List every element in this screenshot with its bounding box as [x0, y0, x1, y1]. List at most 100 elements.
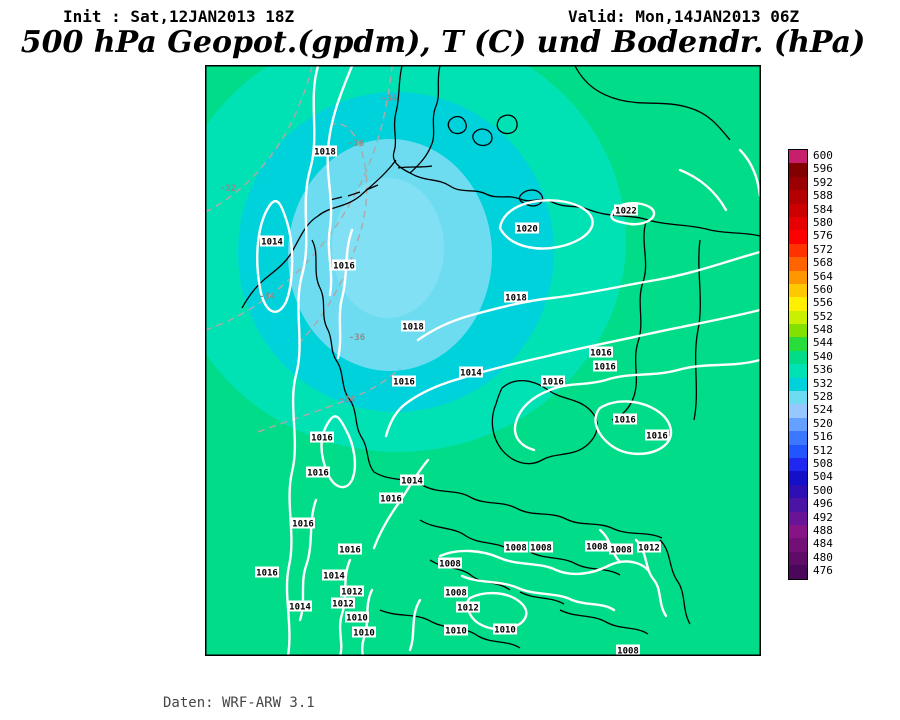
pressure-label: 1008: [504, 541, 528, 554]
colorbar-value: 504: [813, 470, 833, 484]
svg-text:1010: 1010: [353, 629, 375, 639]
colorbar: 600 596 592 588 584 580 576 572 568 564 560 556 552 5…: [788, 149, 833, 580]
svg-text:1008: 1008: [445, 589, 467, 599]
colorbar-swatch: [789, 417, 807, 432]
colorbar-value: 528: [813, 390, 833, 404]
colorbar-swatch: [789, 364, 807, 378]
pressure-label: 1014: [459, 366, 483, 379]
pressure-label: 1008: [438, 557, 462, 570]
init-time-label: Init : Sat,12JAN2013 18Z: [63, 7, 295, 26]
colorbar-swatch: [789, 257, 807, 271]
svg-text:1016: 1016: [646, 432, 668, 442]
colorbar-value: 520: [813, 416, 833, 430]
pressure-label: 1016: [291, 517, 315, 530]
colorbar-value: 516: [813, 430, 833, 444]
pressure-label: 1016: [613, 413, 637, 426]
map-panel: 1018 1022 1020 1014 1016 1018 1018 1016 1016 1014…: [205, 65, 761, 656]
valid-time-label: Valid: Mon,14JAN2013 06Z: [568, 7, 800, 26]
colorbar-value: 580: [813, 215, 833, 229]
country-borders: [241, 65, 761, 649]
pressure-label: 1012: [637, 541, 661, 554]
colorbar-value: 548: [813, 323, 833, 337]
pressure-label: 1014: [400, 474, 424, 487]
fill-regions-group: [205, 65, 626, 452]
colorbar-value: 572: [813, 242, 833, 256]
colorbar-swatch: [789, 457, 807, 472]
colorbar-swatch: [789, 524, 807, 539]
colorbar-value: 544: [813, 336, 833, 350]
colorbar-value: 556: [813, 296, 833, 310]
svg-text:1014: 1014: [261, 238, 283, 248]
colorbar-swatch-column: [788, 149, 808, 580]
colorbar-swatch: [789, 498, 807, 512]
pressure-label: 1010: [493, 623, 517, 636]
pressure-label: 1016: [589, 346, 613, 359]
colorbar-value: 480: [813, 550, 833, 564]
colorbar-swatch: [789, 565, 807, 579]
svg-text:1010: 1010: [445, 627, 467, 637]
colorbar-value: 584: [813, 202, 833, 216]
colorbar-value: 568: [813, 256, 833, 270]
colorbar-swatch: [789, 243, 807, 258]
svg-text:1016: 1016: [333, 262, 355, 272]
svg-text:1018: 1018: [505, 294, 527, 304]
pressure-label: 1018: [401, 320, 425, 333]
colorbar-swatch: [789, 203, 807, 217]
colorbar-value: 588: [813, 189, 833, 203]
colorbar-value: 484: [813, 537, 833, 551]
svg-text:1016: 1016: [590, 349, 612, 359]
pressure-label: 1016: [392, 375, 416, 388]
pressure-label: 1020: [515, 222, 539, 235]
colorbar-swatch: [789, 163, 807, 177]
colorbar-swatch: [789, 444, 807, 458]
temperature-label: -32: [220, 184, 236, 194]
colorbar-value: 500: [813, 483, 833, 497]
colorbar-swatch: [789, 377, 807, 392]
map-labels-group: 1018 1022 1020 1014 1016 1018 1018 1016 1016 1014…: [220, 94, 669, 656]
svg-text:1008: 1008: [505, 544, 527, 554]
colorbar-swatch: [789, 176, 807, 191]
colorbar-value: 532: [813, 376, 833, 390]
svg-text:1016: 1016: [614, 416, 636, 426]
pressure-label: 1012: [331, 597, 355, 610]
colorbar-swatch: [789, 190, 807, 204]
colorbar-value: 476: [813, 564, 833, 578]
svg-text:1016: 1016: [311, 434, 333, 444]
svg-text:1008: 1008: [617, 647, 639, 657]
colorbar-value: 492: [813, 510, 833, 524]
svg-text:1014: 1014: [401, 477, 423, 487]
footer-daten: Daten: WRF-ARW 3.1: [163, 695, 315, 711]
svg-text:1008: 1008: [439, 560, 461, 570]
svg-text:1020: 1020: [516, 225, 538, 235]
pressure-label: 1018: [504, 291, 528, 304]
pressure-label: 1016: [332, 259, 356, 272]
pressure-label: 1010: [345, 611, 369, 624]
svg-text:1008: 1008: [530, 544, 552, 554]
colorbar-swatch: [789, 310, 807, 325]
colorbar-value: 540: [813, 349, 833, 363]
svg-text:1016: 1016: [256, 569, 278, 579]
svg-text:1012: 1012: [332, 600, 354, 610]
colorbar-swatch: [789, 511, 807, 525]
colorbar-swatch: [789, 150, 807, 164]
pressure-label: 1014: [288, 600, 312, 613]
svg-text:1008: 1008: [610, 546, 632, 556]
svg-text:1014: 1014: [289, 603, 311, 613]
svg-text:1010: 1010: [494, 626, 516, 636]
pressure-label: 1016: [645, 429, 669, 442]
colorbar-swatch: [789, 471, 807, 485]
weather-map-svg: 1018 1022 1020 1014 1016 1018 1018 1016 1016 1014…: [205, 65, 761, 656]
pressure-label: 1016: [306, 466, 330, 479]
colorbar-swatch: [789, 270, 807, 284]
colorbar-swatch: [789, 297, 807, 311]
pressure-label: 1008: [585, 540, 609, 553]
pressure-label: 1014: [322, 569, 346, 582]
pressure-label: 1010: [352, 626, 376, 639]
pressure-label: 1016: [338, 543, 362, 556]
temperature-label: -34: [259, 292, 276, 302]
svg-text:1016: 1016: [380, 495, 402, 505]
colorbar-value: 596: [813, 162, 833, 176]
svg-text:1012: 1012: [457, 604, 479, 614]
pressure-label: 1012: [456, 601, 480, 614]
